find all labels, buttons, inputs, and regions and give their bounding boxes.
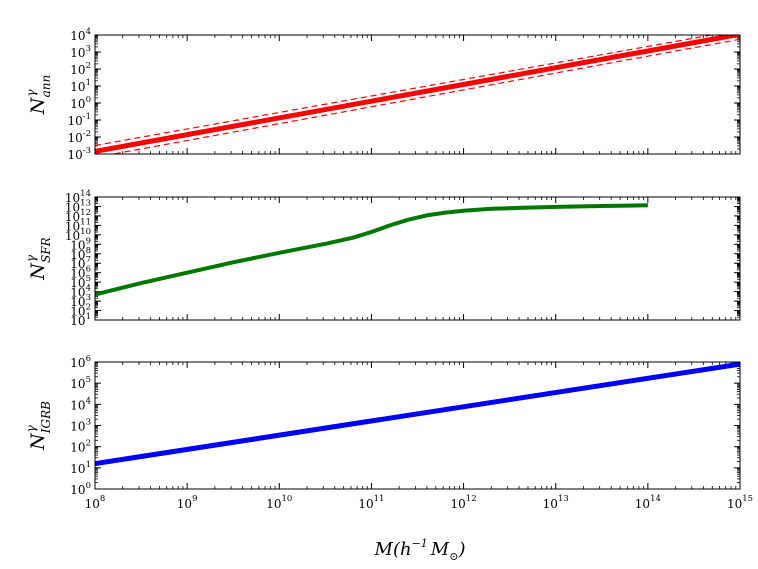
plot-frame [94, 361, 741, 490]
plot-frame [94, 196, 741, 321]
panel-igrb: 108 109 1010 1011 1012 1013 1014 1015 100 101 102 1… [24, 354, 753, 511]
y-tick-label: 10-3 [67, 146, 91, 162]
y-tick-label: 104 [70, 27, 91, 43]
y-tick-label: 103 [70, 418, 91, 434]
y-tick-label: 1014 [65, 189, 91, 205]
panel-sfr: 1011021031041051061071081091010101110121… [24, 189, 741, 328]
y-tick-label: 101 [70, 78, 91, 94]
series-line-ann-dashed [110, 38, 740, 154]
y-axis-label-ann: Nγann [24, 75, 53, 115]
y-tick-label: 104 [70, 284, 91, 300]
y-tick-label: 105 [70, 375, 91, 391]
y-tick-label: 100 [70, 481, 91, 497]
y-tick-label: 107 [70, 255, 91, 271]
series-line-sfr-main [95, 203, 648, 297]
x-tick-label: 109 [177, 494, 198, 511]
y-axis-label-igrb: NγIGRB [24, 401, 53, 451]
y-tick-label: 101 [70, 312, 91, 328]
y-tick-label: 106 [70, 354, 91, 370]
y-tick-label: 109 [70, 236, 91, 252]
series-line-ann-dashed [95, 35, 715, 147]
x-tick-label: 108 [85, 494, 106, 511]
y-tick-label: 108 [70, 246, 91, 262]
series-line-ann-main [95, 35, 740, 154]
y-tick-label: 105 [70, 274, 91, 290]
y-tick-label: 104 [70, 396, 91, 412]
x-tick-label: 1012 [451, 494, 477, 511]
x-tick-label: 1010 [266, 494, 292, 511]
x-tick-label: 1011 [358, 494, 384, 511]
y-tick-label: 101 [70, 460, 91, 476]
x-axis-label: M(h−1 M⊙) [374, 537, 466, 563]
series-line-igrb-main [95, 362, 740, 467]
y-tick-label: 1012 [65, 208, 91, 224]
y-tick-label: 102 [70, 303, 91, 319]
y-tick-label: 106 [70, 265, 91, 281]
plot-frame [94, 34, 741, 155]
y-tick-label: 10-2 [67, 129, 91, 145]
y-tick-label: 102 [70, 61, 91, 77]
y-tick-label: 103 [70, 293, 91, 309]
y-axis-label-sfr: NγSFR [24, 237, 53, 280]
y-tick-label: 1010 [65, 227, 91, 243]
y-tick-label: 1013 [65, 198, 91, 214]
x-tick-label: 1015 [727, 494, 753, 511]
y-tick-label: 103 [70, 44, 91, 60]
y-tick-label: 1011 [65, 217, 91, 233]
x-tick-label: 1013 [543, 494, 569, 511]
y-tick-label: 100 [70, 95, 91, 111]
y-tick-label: 102 [70, 439, 91, 455]
y-tick-label: 10-1 [67, 112, 91, 128]
x-tick-label: 1014 [635, 494, 661, 511]
